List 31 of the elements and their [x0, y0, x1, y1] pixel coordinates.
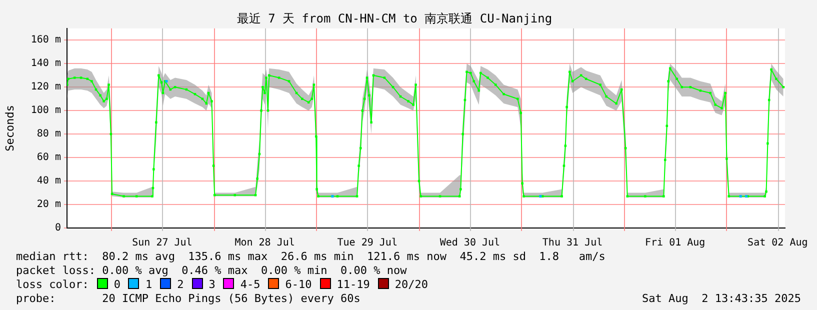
y-tick-label: 20 m [36, 199, 61, 210]
legend-label: 4-5 [240, 278, 260, 291]
x-tick-label: Wed 30 Jul [440, 238, 500, 249]
y-tick-label: 40 m [36, 176, 61, 187]
text: Sat Aug 2 13:43:35 2025 [642, 292, 801, 305]
x-tick-label: Sun 27 Jul [132, 238, 192, 249]
y-tick-label: 60 m [36, 152, 61, 164]
text: median rtt: 80.2 ms avg 135.6 ms max 26.6 ms min 121.6 ms now 45.2 ms sd 1.8 am/s [16, 250, 606, 264]
text: probe: 20 ICMP Echo Pings (56 Bytes) every 60s [16, 292, 360, 305]
y-tick-label: 0 [54, 222, 61, 234]
x-tick-label: Fri 01 Aug [644, 238, 706, 249]
y-tick-label: 80 m [36, 128, 61, 140]
legend-label: 6-10 [285, 278, 312, 291]
chart-title: 最近 7 天 from CN-HN-CM to 南京联通 CU-Nanjing [236, 11, 552, 26]
y-tick-label: 160 m [30, 34, 61, 46]
text: packet loss: 0.00 % avg 0.46 % max 0.00 % min 0.00 % now [16, 264, 408, 278]
y-tick-label: 100 m [30, 105, 61, 116]
legend-label: 3 [208, 278, 216, 291]
legend-label: 20/20 [394, 278, 428, 291]
y-tick-label: 140 m [30, 58, 61, 70]
legend-title: loss color: [16, 278, 89, 291]
legend-label: 0 [114, 278, 120, 291]
legend-label: 11-19 [336, 278, 370, 291]
y-tick-label: 120 m [30, 82, 61, 93]
x-tick-label: Tue 29 Jul [337, 238, 398, 249]
y-axis-title: Seconds [3, 105, 16, 152]
x-tick-label: Mon 28 Jul [234, 238, 295, 249]
legend-label: 2 [177, 278, 184, 291]
x-tick-label: Sat 02 Aug [748, 238, 808, 249]
legend-label: 1 [145, 278, 152, 291]
x-tick-label: Thu 31 Jul [542, 238, 603, 249]
